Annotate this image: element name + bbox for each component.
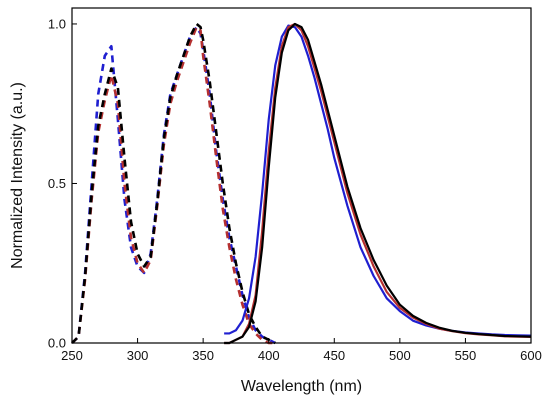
x-axis-title: Wavelength (nm) <box>241 378 362 395</box>
emission-blue-line <box>224 24 532 337</box>
plot-frame <box>71 7 532 344</box>
x-tick-label: 450 <box>323 348 345 363</box>
x-tick-label: 400 <box>258 348 280 363</box>
ticks-layer: 250 300 350 400 450 500 550 600 0.0 0.5 1.0 <box>48 16 542 363</box>
x-tick-label: 550 <box>455 348 477 363</box>
x-tick-label: 500 <box>389 348 411 363</box>
excitation-black-line <box>71 22 276 345</box>
excitation-red-line <box>71 25 276 345</box>
y-tick-label: 0.0 <box>48 336 66 351</box>
emission-red-line <box>224 22 532 345</box>
plot-area: 250 300 350 400 450 500 550 600 0.0 0.5 1.0 <box>48 7 542 363</box>
y-tick-label: 1.0 <box>48 16 66 31</box>
x-tick-label: 350 <box>192 348 214 363</box>
x-tick-label: 600 <box>520 348 542 363</box>
y-axis-title: Normalized Intensity (a.u.) <box>9 82 26 269</box>
emission-black-line <box>224 22 532 345</box>
x-tick-label: 300 <box>127 348 149 363</box>
series-layer <box>71 22 532 345</box>
x-tick-label: 250 <box>61 348 83 363</box>
y-tick-label: 0.5 <box>48 176 66 191</box>
